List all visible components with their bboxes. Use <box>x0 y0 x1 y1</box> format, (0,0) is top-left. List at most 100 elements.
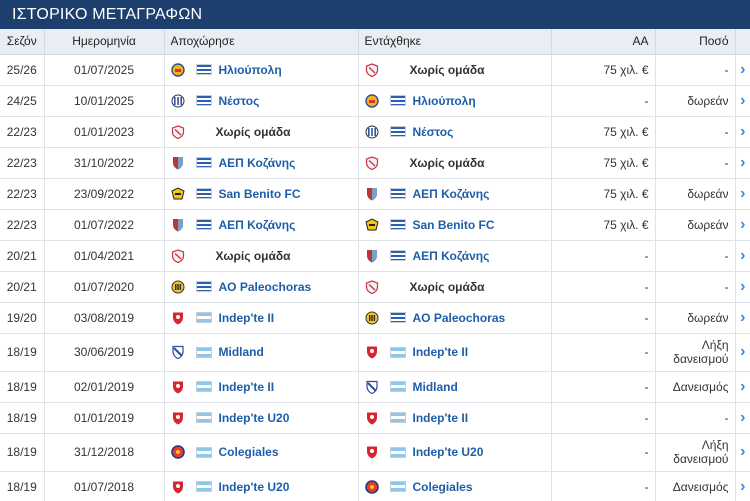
joined-club[interactable]: ΑΕΠ Κοζάνης <box>365 186 545 201</box>
left-club-name[interactable]: Colegiales <box>218 445 279 459</box>
joined-club-cell: Indep'te U20 <box>358 433 552 472</box>
row-detail-cell[interactable]: › <box>735 471 750 501</box>
joined-club[interactable]: Indep'te U20 <box>365 445 545 460</box>
table-row[interactable]: 22/23 01/01/2023 Χωρίς ομάδα Νέστος 75 χιλ. … <box>0 116 750 148</box>
row-detail-cell[interactable]: › <box>735 54 750 86</box>
joined-club[interactable]: Χωρίς ομάδα <box>365 62 545 77</box>
fee-cell: - <box>655 240 736 272</box>
row-detail-cell[interactable]: › <box>735 433 750 472</box>
left-club[interactable]: Indep'te U20 <box>171 410 352 425</box>
table-row[interactable]: 22/23 23/09/2022 San Benito FC ΑΕΠ Κοζάνης 7… <box>0 178 750 210</box>
joined-club-name[interactable]: Indep'te II <box>412 345 469 359</box>
row-detail-cell[interactable]: › <box>735 271 750 303</box>
row-detail-cell[interactable]: › <box>735 302 750 334</box>
chevron-right-icon[interactable]: › <box>740 377 746 395</box>
left-club[interactable]: ΑΕΠ Κοζάνης <box>171 155 352 170</box>
table-row[interactable]: 20/21 01/07/2020 AO Paleochoras Χωρίς ομάδα… <box>0 271 750 303</box>
table-row[interactable]: 25/26 01/07/2025 Ηλιούπολη Χωρίς ομάδα 75 χι… <box>0 54 750 86</box>
joined-club-name[interactable]: Indep'te U20 <box>412 445 484 459</box>
left-club[interactable]: Νέστος <box>171 93 352 108</box>
joined-club-name[interactable]: Colegiales <box>412 479 473 494</box>
row-detail-cell[interactable]: › <box>735 147 750 179</box>
chevron-right-icon[interactable]: › <box>740 60 746 78</box>
joined-club[interactable]: Νέστος <box>365 124 545 139</box>
table-row[interactable]: 18/19 30/06/2019 Midland Indep'te II - Λήξη δ… <box>0 333 750 372</box>
table-row[interactable]: 18/19 02/01/2019 Indep'te II Midland - Δανεισ… <box>0 371 750 403</box>
chevron-right-icon[interactable]: › <box>740 443 746 460</box>
chevron-right-icon[interactable]: › <box>740 184 746 202</box>
table-row[interactable]: 18/19 01/07/2018 Indep'te U20 Colegiales - Δα… <box>0 471 750 501</box>
left-club[interactable]: Indep'te II <box>171 379 352 394</box>
joined-club[interactable]: ΑΕΠ Κοζάνης <box>365 248 545 263</box>
left-club[interactable]: Χωρίς ομάδα <box>171 248 352 263</box>
left-club[interactable]: ΑΕΠ Κοζάνης <box>171 217 352 232</box>
joined-club[interactable]: Χωρίς ομάδα <box>365 155 545 170</box>
joined-club-name[interactable]: Ηλιούπολη <box>412 93 476 108</box>
joined-club-name[interactable]: Indep'te II <box>412 410 469 425</box>
left-club[interactable]: AO Paleochoras <box>171 279 352 294</box>
left-club-name[interactable]: San Benito FC <box>218 186 301 201</box>
left-club-name[interactable]: ΑΕΠ Κοζάνης <box>218 155 296 170</box>
table-row[interactable]: 18/19 31/12/2018 Colegiales Indep'te U20 - Λή… <box>0 433 750 472</box>
left-club[interactable]: San Benito FC <box>170 186 352 201</box>
joined-club[interactable]: San Benito FC <box>364 217 545 232</box>
joined-club[interactable]: Indep'te II <box>365 410 545 425</box>
chevron-right-icon[interactable]: › <box>740 91 746 109</box>
row-detail-cell[interactable]: › <box>735 209 750 241</box>
joined-club[interactable]: Χωρίς ομάδα <box>365 279 545 294</box>
row-detail-cell[interactable]: › <box>735 85 750 117</box>
left-club-name[interactable]: ΑΕΠ Κοζάνης <box>218 217 296 232</box>
row-detail-cell[interactable]: › <box>735 333 750 372</box>
no-team-icon <box>365 62 379 77</box>
chevron-right-icon[interactable]: › <box>740 343 746 360</box>
table-row[interactable]: 22/23 01/07/2022 ΑΕΠ Κοζάνης San Benito FC 7… <box>0 209 750 241</box>
joined-club-name[interactable]: Midland <box>412 379 458 394</box>
row-detail-cell[interactable]: › <box>735 178 750 210</box>
joined-club[interactable]: Ηλιούπολη <box>364 93 545 108</box>
joined-club[interactable]: Midland <box>365 379 545 394</box>
table-row[interactable]: 24/25 10/01/2025 Νέστος Ηλιούπολη - δωρεάν › <box>0 85 750 117</box>
left-club[interactable]: Colegiales <box>170 445 352 460</box>
row-detail-cell[interactable]: › <box>735 116 750 148</box>
left-club[interactable]: Indep'te U20 <box>171 479 352 494</box>
left-club[interactable]: Ηλιούπολη <box>170 62 352 77</box>
joined-club[interactable]: AO Paleochoras <box>365 310 545 325</box>
chevron-right-icon[interactable]: › <box>740 153 746 171</box>
fee-cell: δωρεάν <box>655 85 736 117</box>
joined-club-name[interactable]: San Benito FC <box>412 217 495 232</box>
row-detail-cell[interactable]: › <box>735 371 750 403</box>
chevron-right-icon[interactable]: › <box>740 308 746 326</box>
table-row[interactable]: 19/20 03/08/2019 Indep'te II AO Paleochoras… <box>0 302 750 334</box>
left-club-name[interactable]: Indep'te II <box>218 310 275 325</box>
left-club-name[interactable]: Indep'te U20 <box>218 479 290 494</box>
table-row[interactable]: 20/21 01/04/2021 Χωρίς ομάδα ΑΕΠ Κοζάνης - - › <box>0 240 750 272</box>
independiente-crest-icon <box>171 310 185 325</box>
chevron-right-icon[interactable]: › <box>740 246 746 264</box>
joined-club-name[interactable]: ΑΕΠ Κοζάνης <box>412 186 490 201</box>
table-row[interactable]: 18/19 01/01/2019 Indep'te U20 Indep'te II - -… <box>0 402 750 434</box>
left-club-name[interactable]: Midland <box>218 345 264 359</box>
left-club-name[interactable]: Indep'te II <box>218 379 275 394</box>
left-club-name[interactable]: Ηλιούπολη <box>218 62 282 77</box>
table-row[interactable]: 22/23 31/10/2022 ΑΕΠ Κοζάνης Χωρίς ομάδα 75 … <box>0 147 750 179</box>
joined-club-name[interactable]: Νέστος <box>412 124 454 139</box>
left-club[interactable]: Χωρίς ομάδα <box>171 124 352 139</box>
joined-club-name[interactable]: ΑΕΠ Κοζάνης <box>412 248 490 263</box>
left-club[interactable]: Midland <box>171 345 352 360</box>
chevron-right-icon[interactable]: › <box>740 215 746 233</box>
left-club-name[interactable]: AO Paleochoras <box>218 279 312 294</box>
joined-club[interactable]: Indep'te II <box>365 345 545 360</box>
left-club-name[interactable]: Indep'te U20 <box>218 410 290 425</box>
joined-club-cell: Χωρίς ομάδα <box>358 54 552 86</box>
row-detail-cell[interactable]: › <box>735 240 750 272</box>
left-club[interactable]: Indep'te II <box>171 310 352 325</box>
chevron-right-icon[interactable]: › <box>740 122 746 140</box>
left-club-name[interactable]: Νέστος <box>218 93 260 108</box>
chevron-right-icon[interactable]: › <box>740 408 746 426</box>
chevron-right-icon[interactable]: › <box>740 477 746 495</box>
joined-club-name[interactable]: AO Paleochoras <box>412 310 506 325</box>
no-team-icon <box>365 155 379 170</box>
joined-club[interactable]: Colegiales <box>364 479 545 494</box>
chevron-right-icon[interactable]: › <box>740 277 746 295</box>
row-detail-cell[interactable]: › <box>735 402 750 434</box>
